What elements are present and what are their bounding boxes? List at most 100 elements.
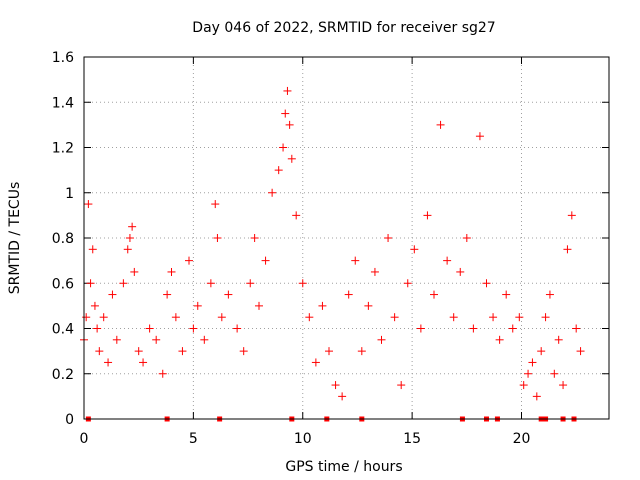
data-point xyxy=(119,279,128,288)
y-axis-label: SRMTID / TECUs xyxy=(7,182,23,295)
data-point xyxy=(318,301,327,310)
data-point xyxy=(274,166,283,175)
data-point xyxy=(211,200,220,209)
data-point xyxy=(384,234,393,242)
data-point xyxy=(250,234,259,242)
y-tick-label: 1 xyxy=(65,186,74,202)
data-point xyxy=(524,369,533,378)
data-point xyxy=(443,256,452,265)
data-point xyxy=(134,347,143,356)
x-tick-label: 0 xyxy=(80,431,89,447)
data-point xyxy=(397,381,406,390)
data-point xyxy=(357,347,366,356)
data-point xyxy=(163,290,172,299)
data-point xyxy=(430,290,438,299)
data-point xyxy=(423,211,432,220)
data-point xyxy=(287,154,296,163)
data-point xyxy=(88,245,97,254)
data-point xyxy=(567,211,576,220)
data-point xyxy=(495,335,504,344)
data-point xyxy=(292,211,301,220)
data-point xyxy=(475,132,484,141)
data-point xyxy=(123,245,132,254)
chart-title: Day 046 of 2022, SRMTID for receiver sg2… xyxy=(192,20,495,36)
data-point xyxy=(213,234,222,242)
x-tick-label: 20 xyxy=(513,431,531,447)
data-point xyxy=(344,290,353,299)
grid-lines xyxy=(84,57,609,419)
data-point xyxy=(99,313,108,322)
data-point xyxy=(171,313,180,322)
data-point xyxy=(283,86,292,95)
data-point xyxy=(390,313,399,322)
data-point xyxy=(325,347,333,356)
data-point xyxy=(572,324,581,333)
data-point xyxy=(482,279,491,288)
data-point xyxy=(281,109,290,118)
data-point xyxy=(469,324,478,333)
data-point xyxy=(563,245,572,254)
data-point xyxy=(112,335,121,344)
data-point xyxy=(449,313,458,322)
data-point xyxy=(128,222,137,231)
data-point xyxy=(185,256,193,265)
tick-labels: 0 0.2 0.4 0.6 0.8 1 1.2 1.4 1.6 0 5 10 15 20 xyxy=(52,50,531,447)
data-point xyxy=(261,256,270,265)
data-point xyxy=(436,120,445,129)
data-point xyxy=(550,369,559,378)
data-point xyxy=(364,301,373,310)
data-point xyxy=(152,335,161,344)
data-point xyxy=(178,347,187,356)
data-point xyxy=(268,188,277,197)
data-points xyxy=(80,86,585,401)
data-point xyxy=(93,324,102,333)
data-point xyxy=(410,245,419,254)
data-point xyxy=(489,313,498,322)
data-point xyxy=(456,267,465,276)
data-point xyxy=(305,313,314,322)
data-point xyxy=(167,267,176,276)
y-tick-label: 0.8 xyxy=(52,231,74,247)
data-point xyxy=(246,279,255,288)
data-point xyxy=(528,358,537,367)
data-point xyxy=(576,347,585,356)
data-point xyxy=(370,267,379,276)
y-tick-label: 0.6 xyxy=(52,276,74,292)
data-point xyxy=(200,335,209,344)
data-point xyxy=(139,358,148,367)
data-point xyxy=(239,347,248,356)
data-point xyxy=(351,256,360,265)
axis-ticks xyxy=(83,56,609,420)
data-point xyxy=(502,290,511,299)
data-point xyxy=(338,392,347,401)
data-point xyxy=(285,120,294,129)
data-point xyxy=(145,324,154,333)
data-point xyxy=(255,301,263,310)
x-tick-label: 10 xyxy=(294,431,312,447)
y-tick-label: 0.4 xyxy=(52,322,74,338)
data-point xyxy=(403,279,412,288)
y-tick-label: 1.6 xyxy=(52,50,74,66)
data-point xyxy=(519,381,528,390)
data-point xyxy=(541,313,550,322)
y-tick-label: 1.2 xyxy=(52,141,74,157)
data-point xyxy=(158,369,167,378)
data-point xyxy=(508,324,517,333)
data-point xyxy=(377,335,386,344)
data-point xyxy=(416,324,425,333)
data-point xyxy=(537,347,546,356)
data-point xyxy=(90,301,99,310)
data-point xyxy=(130,267,139,276)
data-point xyxy=(125,234,134,242)
data-point xyxy=(224,290,233,299)
y-tick-label: 1.4 xyxy=(52,95,74,111)
y-tick-label: 0.2 xyxy=(52,367,74,383)
data-point xyxy=(515,313,524,322)
x-axis-label: GPS time / hours xyxy=(285,459,402,475)
x-tick-label: 15 xyxy=(403,431,421,447)
data-point xyxy=(84,200,93,209)
data-point xyxy=(279,143,288,152)
data-point xyxy=(233,324,242,333)
data-point xyxy=(193,301,202,310)
